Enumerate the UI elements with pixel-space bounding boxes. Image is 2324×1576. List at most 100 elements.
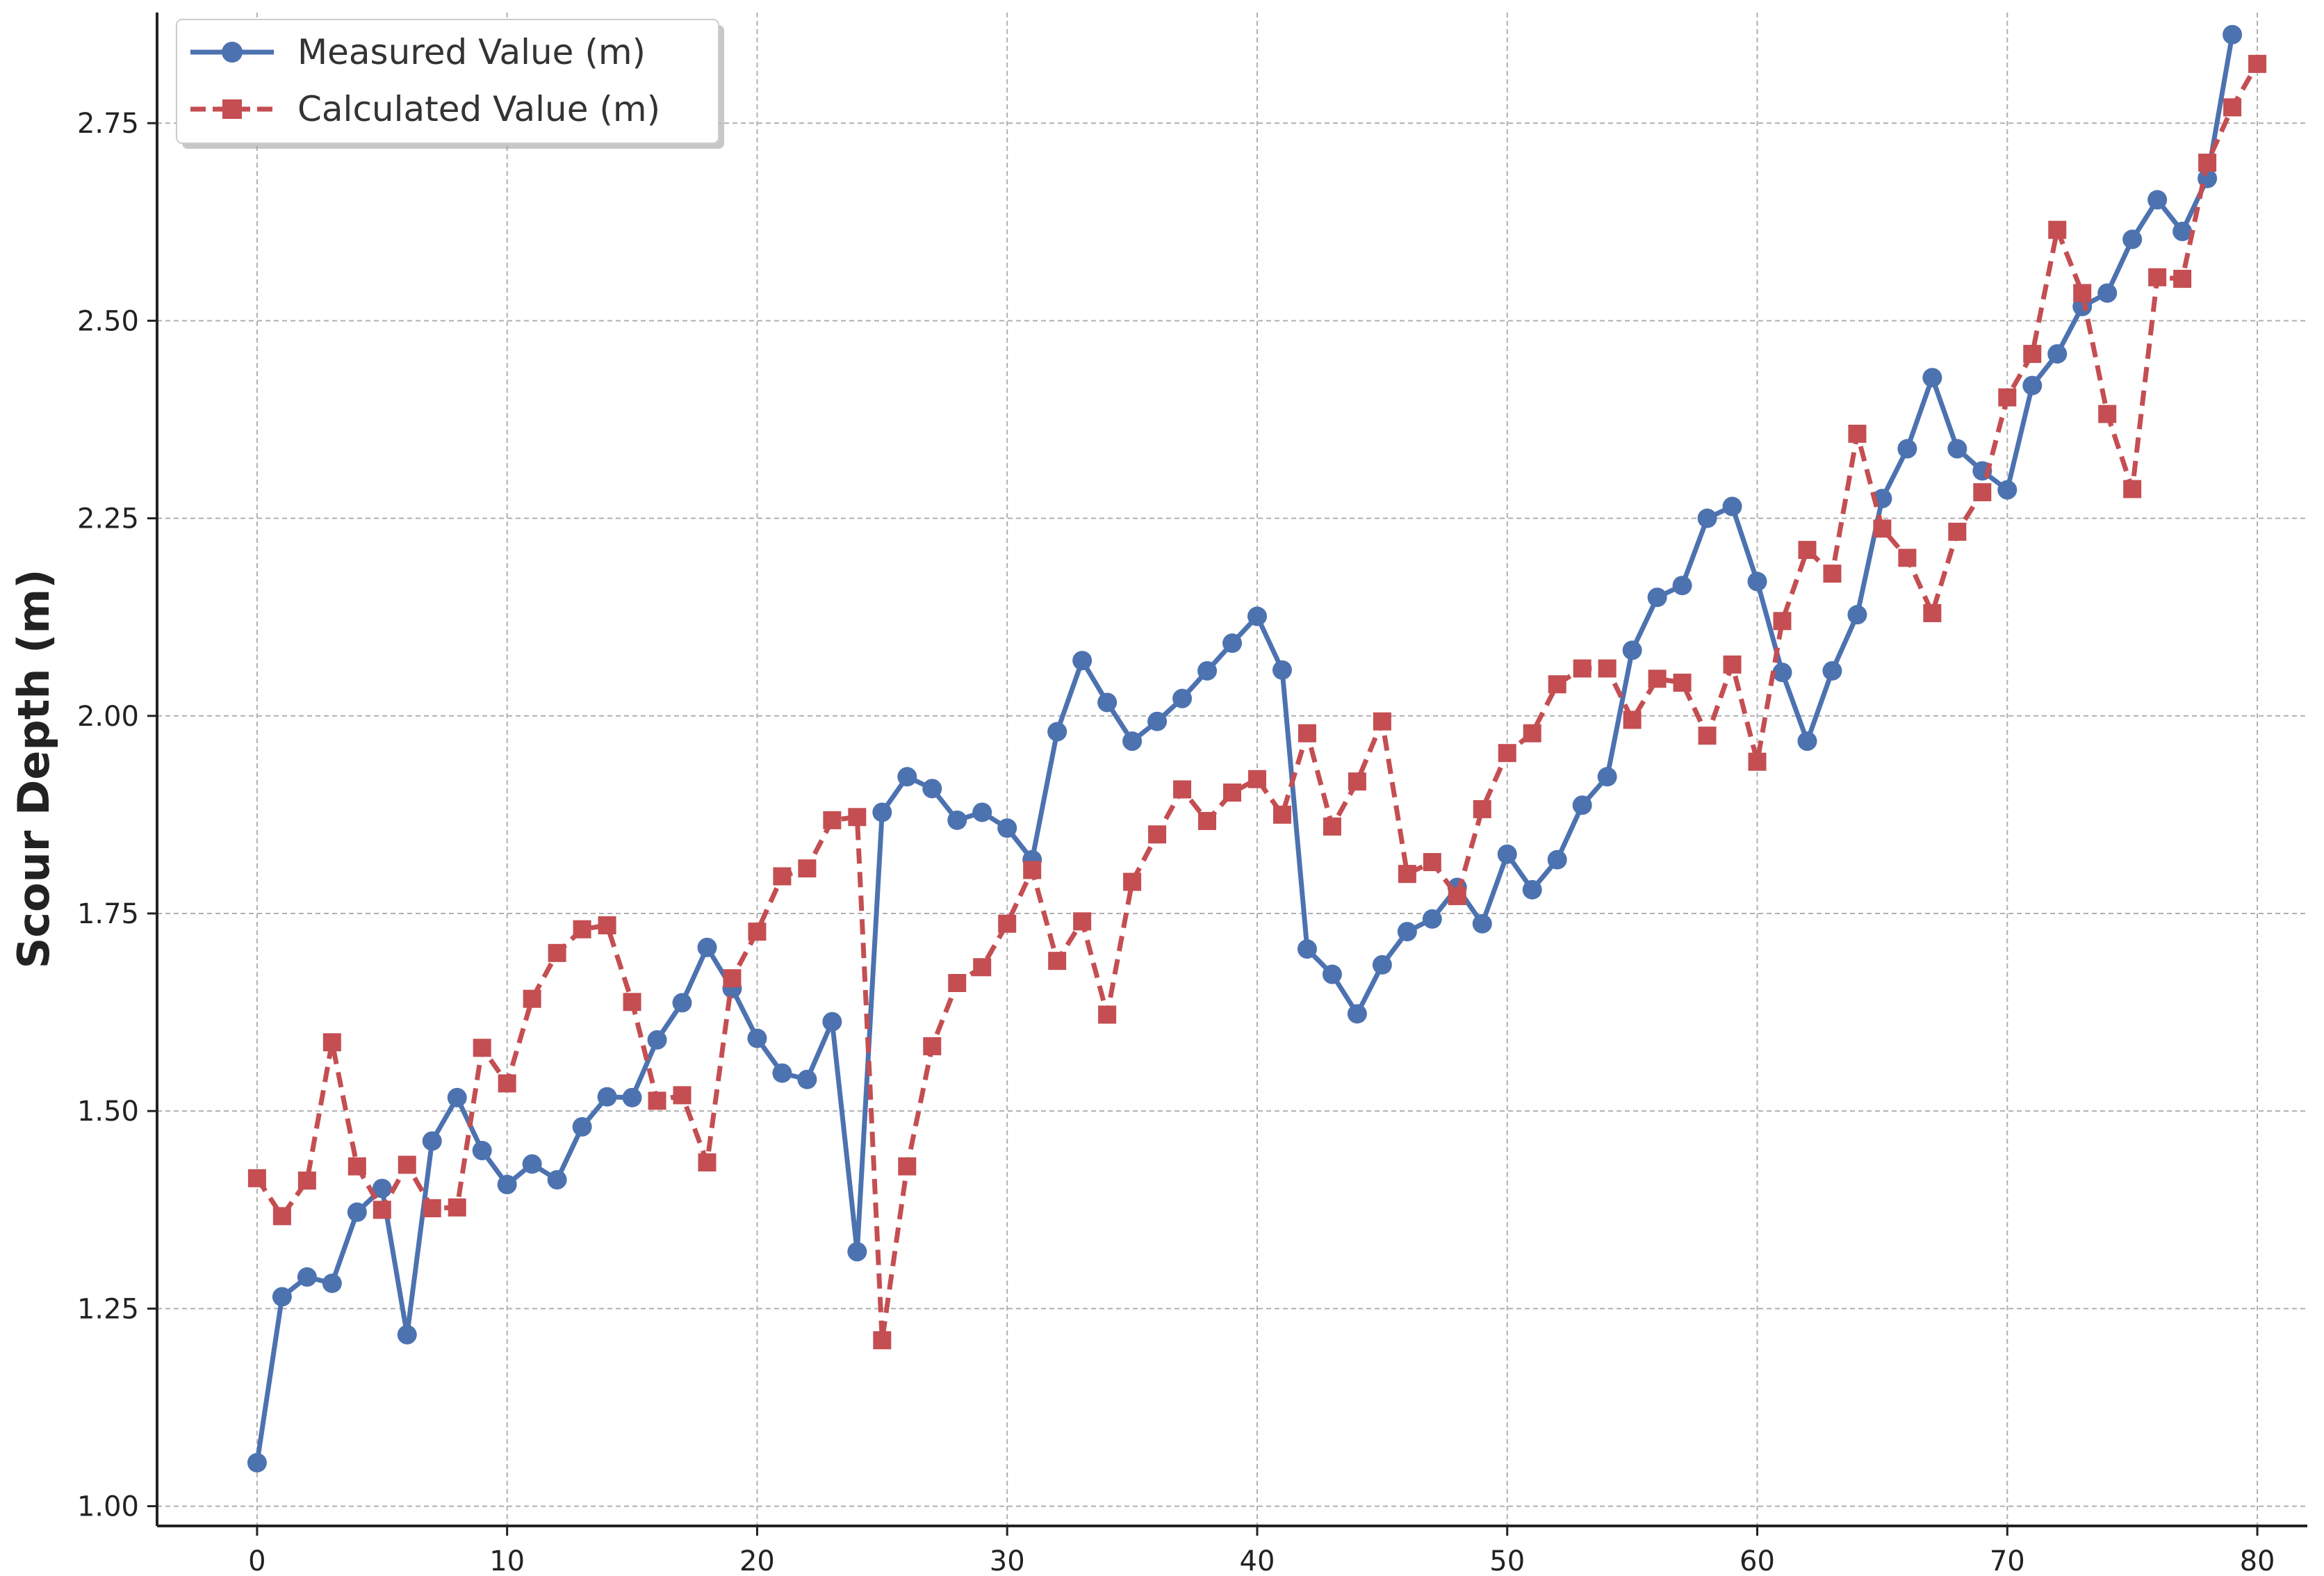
data-point [2223, 24, 2243, 44]
data-point [1747, 571, 1767, 592]
data-point [372, 1178, 392, 1199]
data-point [2123, 480, 2142, 498]
data-point [598, 916, 616, 935]
data-point [1298, 724, 1316, 742]
data-point [2173, 270, 2192, 289]
data-point [272, 1287, 292, 1307]
data-point [2198, 153, 2217, 172]
x-tick-label: 80 [2240, 1545, 2275, 1576]
data-point [1397, 922, 1417, 942]
y-tick-label: 1.25 [77, 1293, 139, 1325]
data-point [1672, 576, 1692, 596]
data-point [1373, 712, 1391, 731]
data-point [1798, 541, 1817, 560]
data-point [1623, 710, 1642, 729]
data-point [247, 1453, 267, 1473]
data-point [1647, 587, 1667, 608]
data-point [673, 1086, 692, 1105]
data-point [647, 1030, 667, 1050]
data-point [1598, 659, 1617, 678]
data-point [1898, 549, 1917, 567]
data-point [773, 867, 792, 886]
data-point [497, 1174, 517, 1194]
data-point [1348, 772, 1366, 791]
data-point [1523, 724, 1541, 742]
data-point [1297, 939, 1317, 959]
data-point [572, 1116, 592, 1137]
y-tick-label: 1.75 [77, 898, 139, 930]
data-point [2198, 168, 2218, 188]
data-point [1997, 480, 2018, 500]
data-point [2172, 221, 2193, 241]
data-point [1023, 861, 1042, 879]
data-point [1573, 659, 1591, 678]
data-point [1048, 952, 1067, 970]
data-point [1323, 817, 1341, 836]
data-point [1497, 844, 1517, 864]
data-point [1148, 825, 1167, 844]
data-point [1472, 913, 1492, 934]
data-point [422, 1131, 442, 1151]
data-point [973, 958, 992, 977]
data-point [1947, 439, 1967, 459]
data-point [1722, 496, 1742, 517]
data-point [522, 1154, 542, 1174]
data-point [548, 943, 566, 962]
data-point [447, 1087, 467, 1107]
data-point [1247, 606, 1267, 626]
data-point [1723, 655, 1742, 674]
data-point [1247, 770, 1266, 788]
data-point [2122, 229, 2143, 250]
y-axis-title: Scour Depth (m) [8, 569, 59, 969]
data-point [1498, 744, 1516, 763]
data-point [1347, 1004, 1367, 1024]
data-point [1223, 783, 1241, 802]
data-point [347, 1157, 366, 1176]
x-ticks: 0 10 20 30 40 50 60 70 80 [248, 1526, 2275, 1576]
data-point [347, 1202, 367, 1222]
data-point [1273, 805, 1291, 824]
data-point [698, 1153, 717, 1172]
data-point [898, 1157, 917, 1176]
data-point [1098, 1005, 1117, 1024]
data-point [2248, 54, 2267, 73]
data-point [423, 1199, 441, 1218]
data-point [1973, 483, 1992, 502]
data-point [597, 1087, 617, 1107]
legend-measured-marker [222, 42, 243, 63]
x-tick-label: 50 [1489, 1545, 1525, 1576]
data-point [1072, 651, 1093, 671]
data-point [1423, 853, 1441, 872]
y-tick-label: 1.00 [77, 1491, 139, 1523]
data-point [923, 1037, 942, 1055]
data-point [1422, 909, 1442, 929]
data-point [1923, 603, 1942, 622]
y-ticks: 1.00 1.25 1.50 1.75 2.00 2.25 2.50 2.75 [77, 108, 157, 1523]
data-point [573, 920, 591, 939]
data-point [1822, 660, 1842, 681]
data-point [723, 969, 742, 988]
data-point [1897, 439, 1917, 459]
data-point [748, 923, 767, 941]
series [247, 24, 2267, 1473]
data-point [623, 993, 641, 1012]
data-point [1948, 522, 1967, 541]
data-point [872, 802, 892, 822]
data-point [747, 1028, 767, 1048]
data-point [473, 1039, 491, 1057]
data-point [922, 779, 942, 799]
data-point [1873, 519, 1892, 538]
data-point [2073, 284, 2092, 302]
data-point [297, 1171, 316, 1190]
data-point [1122, 731, 1143, 752]
data-point [1448, 886, 1466, 905]
data-point [1697, 508, 1717, 528]
data-point [822, 1012, 842, 1032]
data-point [1522, 879, 1542, 900]
data-point [1597, 767, 1617, 787]
y-tick-label: 2.00 [77, 701, 139, 733]
data-point [997, 818, 1017, 838]
data-point [2098, 405, 2117, 423]
data-point [847, 1242, 867, 1262]
